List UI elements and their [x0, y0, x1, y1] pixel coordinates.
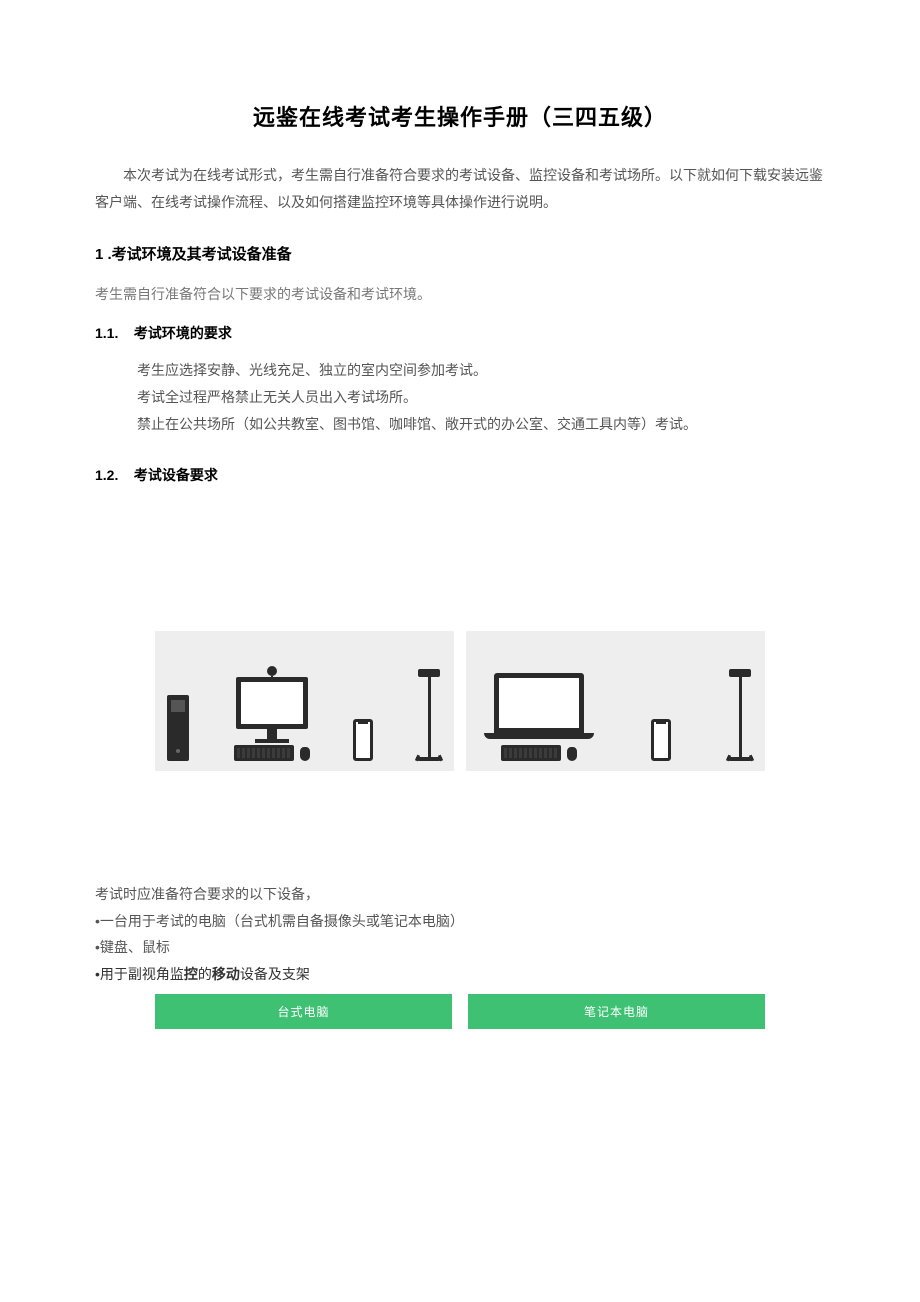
- env-req-line-1: 考生应选择安静、光线充足、独立的室内空间参加考试。: [137, 357, 825, 384]
- laptop-button[interactable]: 笔记本电脑: [468, 994, 765, 1029]
- phone-icon: [651, 719, 671, 761]
- section-1-text: .考试环境及其考试设备准备: [103, 246, 291, 263]
- section-1-1-content: 考生应选择安静、光线充足、独立的室内空间参加考试。 考试全过程严格禁止无关人员出…: [95, 357, 825, 437]
- webcam-icon: [267, 666, 277, 676]
- phone-icon: [353, 719, 373, 761]
- section-1-1-text: 考试环境的要求: [134, 325, 232, 341]
- keyboard-icon: [234, 745, 294, 761]
- section-1-heading: 1 .考试环境及其考试设备准备: [95, 243, 825, 264]
- section-1-2-number: 1.2.: [95, 467, 118, 483]
- desktop-button[interactable]: 台式电脑: [155, 994, 452, 1029]
- section-1-2-text: 考试设备要求: [134, 467, 218, 483]
- device-item-3: •用于副视角监控的移动设备及支架: [95, 961, 825, 988]
- env-req-line-2: 考试全过程严格禁止无关人员出入考试场所。: [137, 384, 825, 411]
- section-1-2-heading: 1.2. 考试设备要求: [95, 465, 825, 485]
- laptop-icon: [484, 673, 594, 739]
- keyboard-icon: [501, 745, 561, 761]
- mouse-icon: [567, 747, 577, 761]
- section-1-1-heading: 1.1. 考试环境的要求: [95, 323, 825, 343]
- device-item-2: •键盘、鼠标: [95, 934, 825, 961]
- tripod-icon: [727, 669, 753, 761]
- monitor-icon: [236, 677, 308, 729]
- section-1-1-number: 1.1.: [95, 325, 118, 341]
- page-title: 远鉴在线考试考生操作手册（三四五级）: [95, 100, 825, 132]
- tower-icon: [167, 695, 189, 761]
- desktop-setup-panel: [155, 631, 454, 771]
- intro-paragraph: 本次考试为在线考试形式，考生需自行准备符合要求的考试设备、监控设备和考试场所。以…: [95, 162, 825, 215]
- device-requirements-list: 考试时应准备符合要求的以下设备， •一台用于考试的电脑（台式机需自备摄像头或笔记…: [95, 881, 825, 987]
- computer-type-buttons: 台式电脑 笔记本电脑: [95, 994, 825, 1029]
- env-req-line-3: 禁止在公共场所（如公共教室、图书馆、咖啡馆、敞开式的办公室、交通工具内等）考试。: [137, 411, 825, 438]
- device-item-1: •一台用于考试的电脑（台式机需自备摄像头或笔记本电脑）: [95, 908, 825, 935]
- equipment-diagram: [95, 631, 825, 771]
- device-list-intro: 考试时应准备符合要求的以下设备，: [95, 881, 825, 908]
- tripod-icon: [416, 669, 442, 761]
- section-1-body: 考生需自行准备符合以下要求的考试设备和考试环境。: [95, 282, 825, 307]
- laptop-setup-panel: [466, 631, 765, 771]
- mouse-icon: [300, 747, 310, 761]
